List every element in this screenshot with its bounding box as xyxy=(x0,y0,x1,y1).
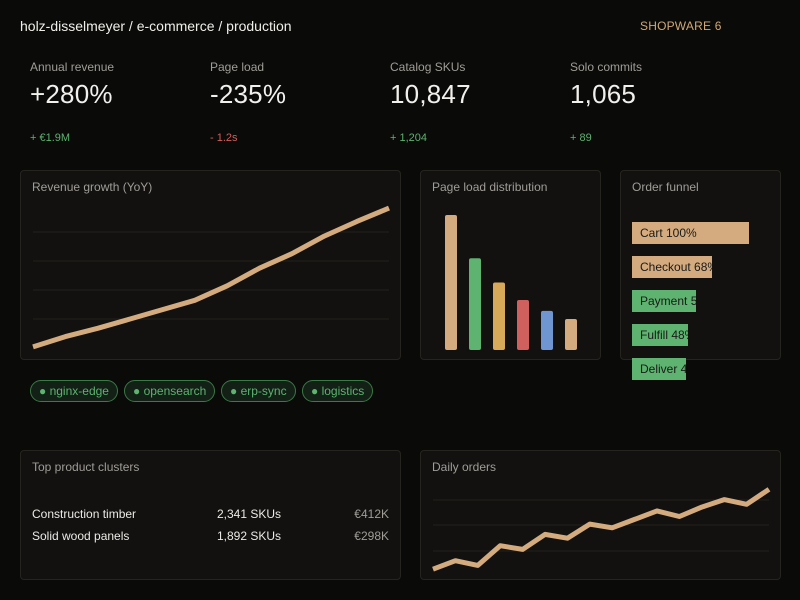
service-tag-opensearch[interactable]: ● opensearch xyxy=(124,380,216,402)
funnel-bar: Deliver 46% xyxy=(632,358,686,380)
funnel-label: Fulfill 48% xyxy=(640,328,688,342)
cluster-value: €298K xyxy=(354,529,389,543)
page-load-bar xyxy=(445,215,457,350)
stat-label: Catalog SKUs xyxy=(390,60,466,74)
cluster-row[interactable]: Solid wood panels 1,892 SKUs €298K xyxy=(32,529,389,545)
stat-page-load: Page load -235% - 1.2s xyxy=(210,60,370,144)
page-load-bar xyxy=(541,310,553,350)
cluster-skus: 2,341 SKUs xyxy=(217,507,282,521)
stat-value: 10,847 xyxy=(390,79,471,109)
service-tag-nginx-edge[interactable]: ● nginx-edge xyxy=(30,380,118,402)
funnel-label: Cart 100% xyxy=(640,226,697,240)
page-load-bar xyxy=(493,282,505,350)
funnel-bar: Cart 100% xyxy=(632,222,749,244)
page-load-bar xyxy=(565,318,577,350)
revenue-series-line xyxy=(32,205,390,350)
breadcrumb[interactable]: holz-disselmeyer / e-commerce / producti… xyxy=(20,18,292,34)
card-title: Page load distribution xyxy=(432,180,548,194)
cluster-value: €412K xyxy=(354,507,389,521)
stat-catalog-skus: Catalog SKUs 10,847 + 1,204 xyxy=(390,60,550,144)
stat-annual-revenue: Annual revenue +280% + €1.9M xyxy=(30,60,190,144)
cluster-name: Construction timber xyxy=(32,507,137,521)
cluster-row[interactable]: Construction timber 2,341 SKUs €412K xyxy=(32,507,389,523)
page-load-bar xyxy=(517,300,529,350)
stat-delta: + 1,204 xyxy=(390,132,428,144)
page-load-bar xyxy=(469,258,481,350)
brand-label: SHOPWARE 6 xyxy=(640,19,722,33)
stat-label: Annual revenue xyxy=(30,60,115,74)
stat-delta: + €1.9M xyxy=(30,132,71,144)
stat-value: +280% xyxy=(30,79,113,109)
stat-label: Solo commits xyxy=(570,60,643,74)
card-title: Revenue growth (YoY) xyxy=(32,180,153,194)
order-funnel-card: Order funnel Cart 100% Checkout 68% Paymen… xyxy=(620,170,781,380)
stat-value: -235% xyxy=(210,79,287,109)
funnel-label: Checkout 68% xyxy=(640,260,712,274)
stat-delta: - 1.2s xyxy=(210,132,238,144)
funnel-bar: Checkout 68% xyxy=(632,256,712,278)
card-title: Top product clusters xyxy=(32,460,140,474)
revenue-growth-card: Revenue growth (YoY) xyxy=(20,170,401,360)
card-title: Order funnel xyxy=(632,180,699,194)
funnel-bar: Payment 55% xyxy=(632,290,696,312)
card-title: Daily orders xyxy=(432,460,497,474)
funnel-label: Deliver 46% xyxy=(640,362,686,376)
revenue-line-chart xyxy=(32,205,390,350)
product-clusters-card: Top product clusters Construction timber… xyxy=(20,450,401,580)
service-tag-logistics[interactable]: ● logistics xyxy=(302,380,374,402)
daily-orders-card: Daily orders xyxy=(420,450,781,580)
funnel-bar: Fulfill 48% xyxy=(632,324,688,346)
service-tag-erp-sync[interactable]: ● erp-sync xyxy=(221,380,296,402)
stat-value: 1,065 xyxy=(570,79,637,109)
stat-solo-commits: Solo commits 1,065 + 89 xyxy=(570,60,730,144)
page-load-bar-chart xyxy=(445,215,577,350)
cluster-skus: 1,892 SKUs xyxy=(217,529,282,543)
stat-delta: + 89 xyxy=(570,132,592,144)
funnel-label: Payment 55% xyxy=(640,294,696,308)
cluster-name: Solid wood panels xyxy=(32,529,130,543)
stat-label: Page load xyxy=(210,60,265,74)
daily-orders-line-chart xyxy=(432,487,771,572)
daily-orders-series-line xyxy=(432,487,771,572)
page-load-card: Page load distribution xyxy=(420,170,601,360)
